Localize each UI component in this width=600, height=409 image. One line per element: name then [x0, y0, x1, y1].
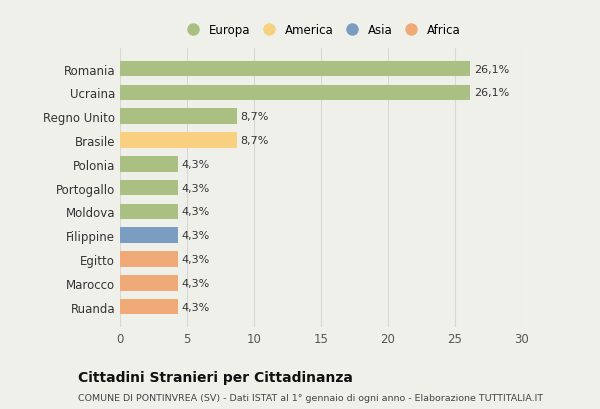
Bar [120, 252, 178, 267]
Text: 8,7%: 8,7% [241, 136, 269, 146]
Bar [120, 180, 178, 196]
Text: 8,7%: 8,7% [241, 112, 269, 122]
Text: 26,1%: 26,1% [474, 88, 509, 98]
Bar [120, 62, 470, 77]
Bar [120, 228, 178, 243]
Bar [120, 157, 178, 172]
Bar [120, 109, 236, 125]
Bar [120, 133, 236, 148]
Text: COMUNE DI PONTINVREA (SV) - Dati ISTAT al 1° gennaio di ogni anno - Elaborazione: COMUNE DI PONTINVREA (SV) - Dati ISTAT a… [78, 393, 543, 402]
Text: 4,3%: 4,3% [182, 183, 210, 193]
Text: 4,3%: 4,3% [182, 254, 210, 264]
Text: 4,3%: 4,3% [182, 207, 210, 217]
Text: 4,3%: 4,3% [182, 302, 210, 312]
Bar [120, 204, 178, 220]
Bar [120, 85, 470, 101]
Text: 4,3%: 4,3% [182, 278, 210, 288]
Text: Cittadini Stranieri per Cittadinanza: Cittadini Stranieri per Cittadinanza [78, 370, 353, 384]
Bar [120, 299, 178, 315]
Text: 4,3%: 4,3% [182, 160, 210, 169]
Bar [120, 275, 178, 291]
Text: 4,3%: 4,3% [182, 231, 210, 240]
Legend: Europa, America, Asia, Africa: Europa, America, Asia, Africa [179, 22, 463, 39]
Text: 26,1%: 26,1% [474, 65, 509, 74]
